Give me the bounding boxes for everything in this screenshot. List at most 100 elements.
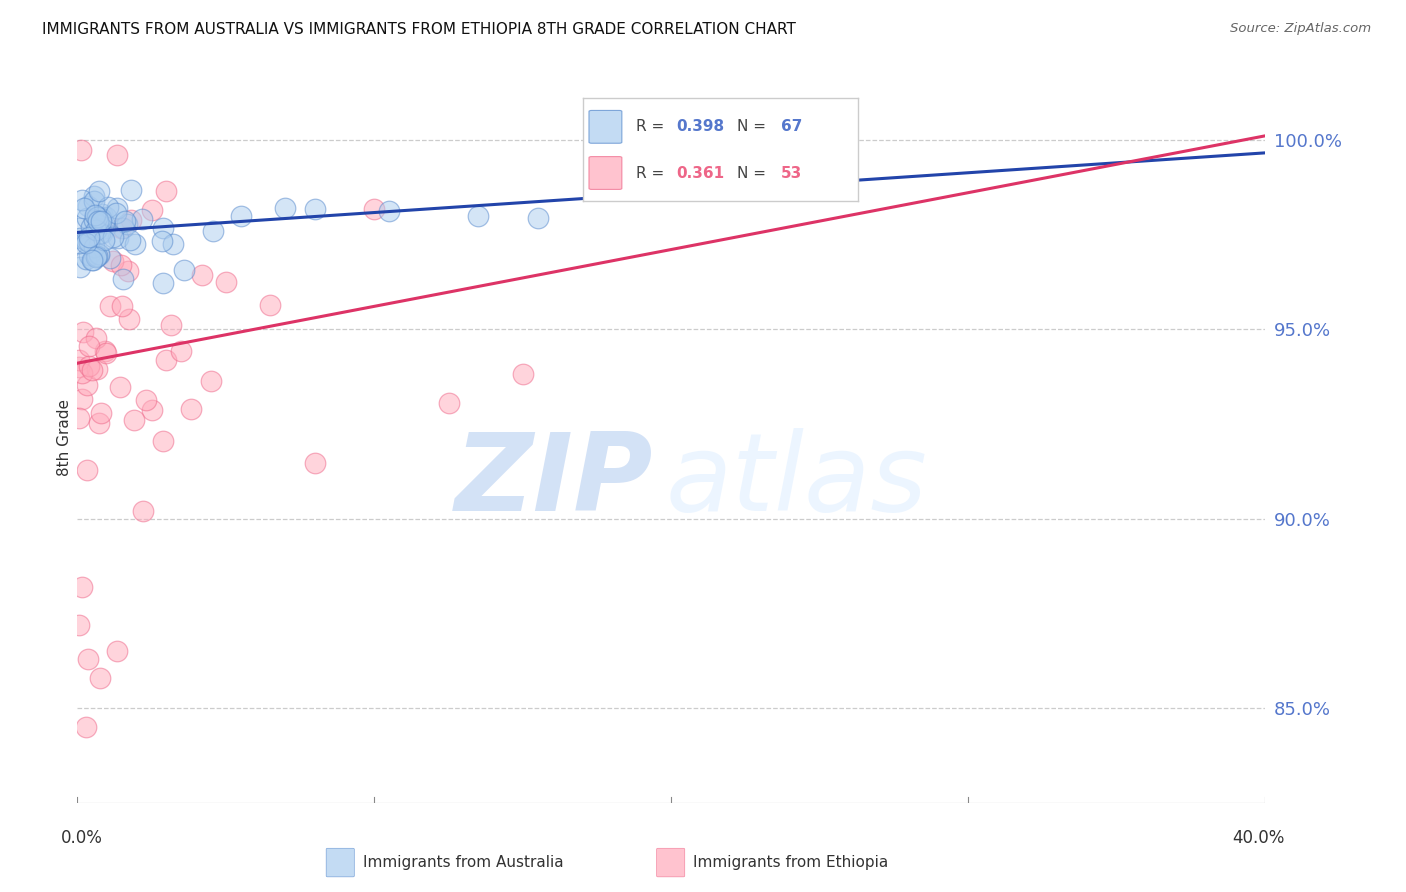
Point — [67, 359, 90, 374]
Point — [120, 183, 142, 197]
Point — [76, 463, 98, 477]
Point — [87, 214, 110, 228]
Point — [89, 416, 111, 430]
Point — [200, 374, 222, 388]
Point — [112, 220, 135, 235]
Point — [79, 248, 101, 262]
Point — [83, 189, 105, 203]
Point — [94, 343, 117, 358]
Point — [150, 234, 173, 248]
Y-axis label: 8th Grade: 8th Grade — [56, 399, 72, 475]
Point — [467, 210, 489, 224]
Point — [93, 216, 115, 230]
Point — [67, 617, 90, 632]
Point — [91, 207, 114, 221]
Point — [91, 226, 114, 240]
Point — [98, 251, 121, 265]
Point — [152, 220, 174, 235]
Point — [100, 299, 122, 313]
FancyBboxPatch shape — [589, 157, 621, 189]
Text: ZIP: ZIP — [456, 428, 654, 534]
Point — [94, 211, 117, 225]
Point — [87, 220, 110, 235]
Point — [259, 298, 281, 312]
Point — [77, 199, 100, 213]
Point — [124, 237, 146, 252]
Point — [69, 220, 91, 235]
Point — [141, 202, 163, 217]
Point — [110, 221, 132, 235]
Point — [70, 366, 93, 380]
Point — [89, 227, 111, 241]
Point — [83, 240, 105, 254]
Point — [155, 184, 177, 198]
Point — [170, 344, 193, 359]
Point — [80, 220, 103, 235]
Point — [122, 413, 145, 427]
Point — [111, 299, 134, 313]
Point — [152, 434, 174, 449]
Point — [86, 223, 108, 237]
Text: 67: 67 — [780, 120, 803, 135]
Point — [77, 359, 100, 373]
Point — [526, 211, 548, 225]
Point — [72, 325, 94, 339]
Point — [72, 193, 94, 207]
Point — [105, 201, 128, 215]
Text: 0.361: 0.361 — [676, 166, 725, 180]
Point — [135, 393, 157, 408]
Point — [75, 235, 97, 250]
Point — [76, 378, 98, 392]
Point — [118, 233, 141, 247]
Point — [162, 236, 184, 251]
Text: 0.398: 0.398 — [676, 120, 725, 135]
Point — [82, 253, 104, 268]
Point — [180, 402, 202, 417]
Point — [110, 259, 132, 273]
Text: N =: N = — [737, 120, 770, 135]
Text: R =: R = — [636, 166, 669, 180]
Point — [90, 211, 112, 225]
Point — [86, 362, 108, 376]
Text: N =: N = — [737, 166, 770, 180]
Point — [131, 503, 153, 517]
Point — [72, 580, 94, 594]
Point — [90, 406, 112, 420]
Point — [229, 209, 252, 223]
Point — [103, 254, 125, 268]
Point — [437, 395, 460, 409]
Point — [84, 330, 107, 344]
Point — [69, 260, 91, 274]
Point — [75, 252, 97, 266]
Point — [117, 264, 139, 278]
Point — [75, 720, 97, 734]
Point — [378, 203, 401, 218]
Point — [84, 209, 107, 223]
Point — [69, 230, 91, 244]
Point — [86, 210, 108, 224]
Point — [304, 202, 326, 216]
Point — [83, 212, 105, 227]
Text: 0.0%: 0.0% — [60, 829, 103, 847]
Point — [70, 143, 93, 157]
Point — [152, 276, 174, 290]
Point — [90, 213, 112, 227]
Point — [70, 392, 93, 406]
Point — [120, 212, 142, 227]
Point — [191, 268, 214, 282]
Point — [118, 312, 141, 326]
Point — [87, 248, 110, 262]
Point — [67, 235, 90, 250]
Point — [86, 249, 108, 263]
Point — [104, 206, 127, 220]
Point — [94, 220, 117, 235]
Point — [105, 148, 128, 162]
Point — [103, 230, 125, 244]
Point — [77, 230, 100, 244]
Point — [173, 263, 195, 277]
Point — [215, 275, 238, 289]
FancyBboxPatch shape — [589, 111, 621, 144]
Text: Immigrants from Ethiopia: Immigrants from Ethiopia — [693, 855, 889, 870]
Point — [202, 223, 225, 237]
Text: 53: 53 — [780, 166, 803, 180]
